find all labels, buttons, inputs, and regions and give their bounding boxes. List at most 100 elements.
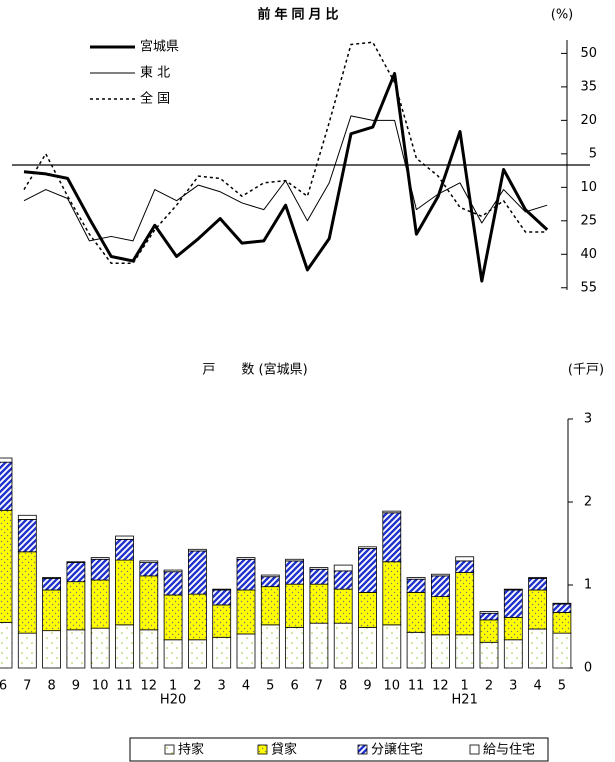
bar-segment xyxy=(528,577,547,579)
x-tick-label: 7 xyxy=(23,679,31,694)
bar-segment xyxy=(115,538,134,561)
bar-segment xyxy=(139,562,159,577)
bar-segment xyxy=(0,457,13,463)
x-tick-label: 10 xyxy=(384,679,401,694)
bar-segment xyxy=(90,627,110,669)
legend-label: 貸家 xyxy=(271,742,297,758)
x-tick-label: 8 xyxy=(339,679,347,694)
bar-segment xyxy=(139,629,159,669)
bar-segment xyxy=(358,548,377,593)
y-tick-label: 5 xyxy=(589,146,597,161)
chart-title: 前年同月比 xyxy=(257,7,342,23)
y-tick-label: 20 xyxy=(580,113,597,128)
x-tick-label: 2 xyxy=(193,679,201,694)
bar-segment xyxy=(333,570,353,590)
bar-segment xyxy=(528,589,547,630)
bar-segment xyxy=(430,573,450,577)
y-unit: (千戸) xyxy=(568,363,604,378)
bar-segment xyxy=(17,519,37,553)
x-tick-label: 9 xyxy=(363,679,371,694)
x-tick-label: 11 xyxy=(116,679,133,694)
bar-segment xyxy=(42,630,61,669)
bar-segment xyxy=(260,624,280,669)
bar-segment xyxy=(66,561,86,563)
x-tick-label: 11 xyxy=(408,679,425,694)
bar-segment xyxy=(0,461,13,511)
bar-segment xyxy=(187,593,207,641)
bar-segment xyxy=(90,579,110,629)
x-tick-label: 2 xyxy=(485,679,493,694)
x-tick-label: 3 xyxy=(218,679,226,694)
bar-segment xyxy=(285,583,305,628)
bar-segment xyxy=(406,577,426,580)
bar-segment xyxy=(382,512,402,563)
legend-label: 東 北 xyxy=(140,65,170,81)
x-tick-label: 5 xyxy=(266,679,274,694)
x-tick-label: 5 xyxy=(558,679,566,694)
bar-segment xyxy=(115,559,134,626)
bar-segment xyxy=(479,612,499,621)
bar-segment xyxy=(309,622,329,669)
y-tick-label: 40 xyxy=(580,247,597,262)
bar-segment xyxy=(0,509,13,623)
bar-segment xyxy=(212,636,232,669)
bar-segment xyxy=(552,632,572,669)
bar-segment xyxy=(42,589,61,632)
bar-segment xyxy=(260,576,280,588)
bar-segment xyxy=(358,626,377,669)
x-tick-label: 1 xyxy=(169,679,177,694)
y-tick-label: 3 xyxy=(584,412,592,427)
bar-segment xyxy=(212,588,232,591)
bar-segment xyxy=(236,558,256,591)
series-line xyxy=(23,115,548,242)
x-tick-label: 6 xyxy=(0,679,7,694)
bar-segment xyxy=(139,575,159,631)
bar-segment xyxy=(90,557,110,560)
legend-box xyxy=(129,737,549,762)
bar-segment xyxy=(503,588,523,591)
bar-segment xyxy=(333,564,353,572)
bar-segment xyxy=(358,592,377,628)
legend-swatch xyxy=(357,744,368,755)
bar-segment xyxy=(187,639,207,669)
bar-segment xyxy=(260,574,280,578)
bar-segment xyxy=(42,577,61,579)
bar-segment xyxy=(479,641,499,669)
y-tick-label: 2 xyxy=(584,495,592,510)
bar-segment xyxy=(163,569,183,573)
series-line xyxy=(23,71,549,283)
bar-segment xyxy=(187,550,207,595)
bar-segment xyxy=(260,586,280,626)
bar-segment xyxy=(552,611,572,634)
bar-segment xyxy=(430,596,450,636)
bar-segment xyxy=(90,558,110,581)
bar-segment xyxy=(382,624,402,669)
bar-segment xyxy=(528,628,547,669)
legend-label: 全 国 xyxy=(140,91,170,107)
y-tick-label: 50 xyxy=(580,46,597,61)
x-tick-label: 8 xyxy=(47,679,55,694)
bar-segment xyxy=(236,633,256,669)
y-tick-label: 10 xyxy=(580,180,597,195)
legend-swatch xyxy=(469,744,480,755)
bar-segment xyxy=(358,546,377,549)
x-tick-label: 3 xyxy=(509,679,517,694)
bar-segment xyxy=(309,568,329,585)
bar-segment xyxy=(236,589,256,635)
bar-segment xyxy=(66,562,86,583)
bar-segment xyxy=(17,514,37,520)
bar-segment xyxy=(115,535,134,540)
legend-label: 分譲住宅 xyxy=(371,742,423,758)
bar-segment xyxy=(552,602,572,605)
bar-segment xyxy=(163,571,183,596)
bar-segment xyxy=(309,583,329,624)
bar-segment xyxy=(406,592,426,633)
bar-segment xyxy=(212,604,232,638)
x-tick-label: 6 xyxy=(290,679,298,694)
legend-label: 持家 xyxy=(178,742,204,758)
x-tick-label: 7 xyxy=(315,679,323,694)
bar-segment xyxy=(479,611,499,614)
y-tick-label: 1 xyxy=(584,578,592,593)
bar-segment xyxy=(503,639,523,669)
bar-segment xyxy=(42,577,61,591)
